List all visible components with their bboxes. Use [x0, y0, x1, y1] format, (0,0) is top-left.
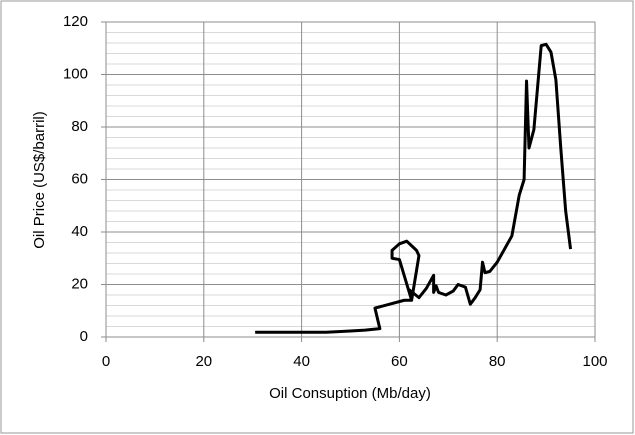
- x-tick-label: 60: [391, 353, 408, 370]
- x-tick-label: 0: [102, 353, 110, 370]
- y-tick-label: 60: [71, 170, 88, 187]
- x-tick-label: 80: [489, 353, 506, 370]
- y-tick-label: 40: [71, 223, 88, 240]
- plot-border: [105, 21, 596, 338]
- x-axis-title: Oil Consuption (Mb/day): [269, 385, 431, 402]
- x-tick-label: 20: [195, 353, 212, 370]
- y-tick-label: 20: [71, 275, 88, 292]
- y-tick-label: 80: [71, 118, 88, 135]
- y-tick-label: 100: [63, 65, 88, 82]
- line-series: [255, 42, 573, 334]
- y-axis-title: Oil Price (US$/barril): [31, 111, 48, 249]
- x-tick-label: 100: [582, 353, 607, 370]
- y-tick-label: 120: [63, 13, 88, 30]
- y-tick-label: 0: [80, 328, 88, 345]
- x-tick-label: 40: [293, 353, 310, 370]
